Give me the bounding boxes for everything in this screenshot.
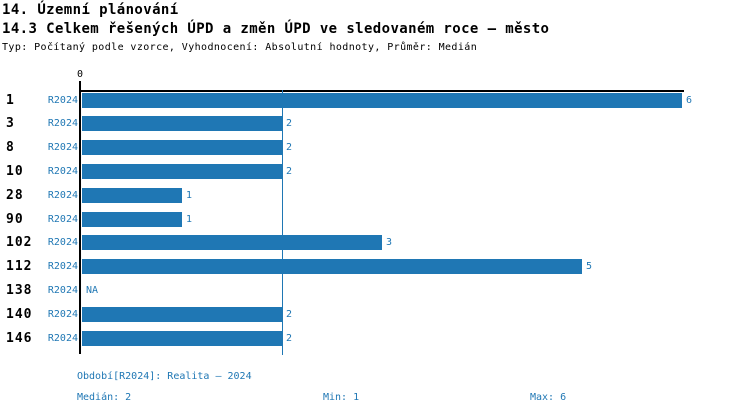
bar-value-label: 2 [286, 142, 293, 153]
row-series-label: R2024 [47, 166, 78, 177]
chart-row: 138 R2024 NA [0, 283, 750, 298]
bar [82, 164, 282, 179]
row-category-label: 28 [6, 188, 24, 203]
footer-min-label: Min: 1 [323, 392, 360, 403]
chart-title: 14.3 Celkem řešených ÚPD a změn ÚPD ve s… [2, 21, 550, 37]
row-series-label: R2024 [47, 285, 78, 296]
page-title: 14. Územní plánování [2, 2, 179, 18]
row-category-label: 3 [6, 116, 15, 131]
footer-period-label: Období[R2024]: Realita – 2024 [77, 371, 252, 382]
bar [82, 93, 682, 108]
chart-row: 3 R2024 2 [0, 116, 750, 131]
row-series-label: R2024 [47, 95, 78, 106]
row-category-label: 146 [6, 331, 33, 346]
median-line [282, 90, 283, 355]
footer-median-label: Medián: 2 [77, 392, 132, 403]
bar [82, 235, 382, 250]
row-series-label: R2024 [47, 261, 78, 272]
row-series-label: R2024 [47, 118, 78, 129]
bar [82, 212, 182, 227]
bar-value-label: 2 [286, 333, 293, 344]
bar-value-label: 2 [286, 309, 293, 320]
row-category-label: 1 [6, 93, 15, 108]
chart-row: 8 R2024 2 [0, 140, 750, 155]
bar [82, 116, 282, 131]
row-series-label: R2024 [47, 190, 78, 201]
chart-row: 140 R2024 2 [0, 307, 750, 322]
bar [82, 188, 182, 203]
footer-max-label: Max: 6 [530, 392, 567, 403]
bar-value-label: 1 [186, 214, 193, 225]
bar-na-label: NA [86, 285, 99, 296]
bar [82, 331, 282, 346]
x-axis-line [79, 90, 684, 92]
chart-row: 90 R2024 1 [0, 212, 750, 227]
chart-row: 102 R2024 3 [0, 235, 750, 250]
chart-row: 28 R2024 1 [0, 188, 750, 203]
x-axis-zero-label: 0 [77, 69, 84, 80]
row-series-label: R2024 [47, 214, 78, 225]
bar-value-label: 2 [286, 166, 293, 177]
bar [82, 140, 282, 155]
row-series-label: R2024 [47, 237, 78, 248]
row-series-label: R2024 [47, 333, 78, 344]
chart-row: 112 R2024 5 [0, 259, 750, 274]
chart-row: 10 R2024 2 [0, 164, 750, 179]
chart-meta-line: Typ: Počítaný podle vzorce, Vyhodnocení:… [2, 42, 478, 53]
bar [82, 259, 582, 274]
bar-value-label: 5 [586, 261, 593, 272]
chart-row: 1 R2024 6 [0, 93, 750, 108]
row-category-label: 112 [6, 259, 33, 274]
bar-value-label: 1 [186, 190, 193, 201]
row-category-label: 10 [6, 164, 24, 179]
bar-value-label: 6 [686, 95, 693, 106]
row-category-label: 138 [6, 283, 33, 298]
bar-value-label: 2 [286, 118, 293, 129]
row-category-label: 90 [6, 212, 24, 227]
y-axis-line [79, 81, 81, 354]
row-category-label: 102 [6, 235, 33, 250]
bar-value-label: 3 [386, 237, 393, 248]
bar [82, 307, 282, 322]
chart-row: 146 R2024 2 [0, 331, 750, 346]
row-series-label: R2024 [47, 309, 78, 320]
row-category-label: 140 [6, 307, 33, 322]
row-category-label: 8 [6, 140, 15, 155]
row-series-label: R2024 [47, 142, 78, 153]
